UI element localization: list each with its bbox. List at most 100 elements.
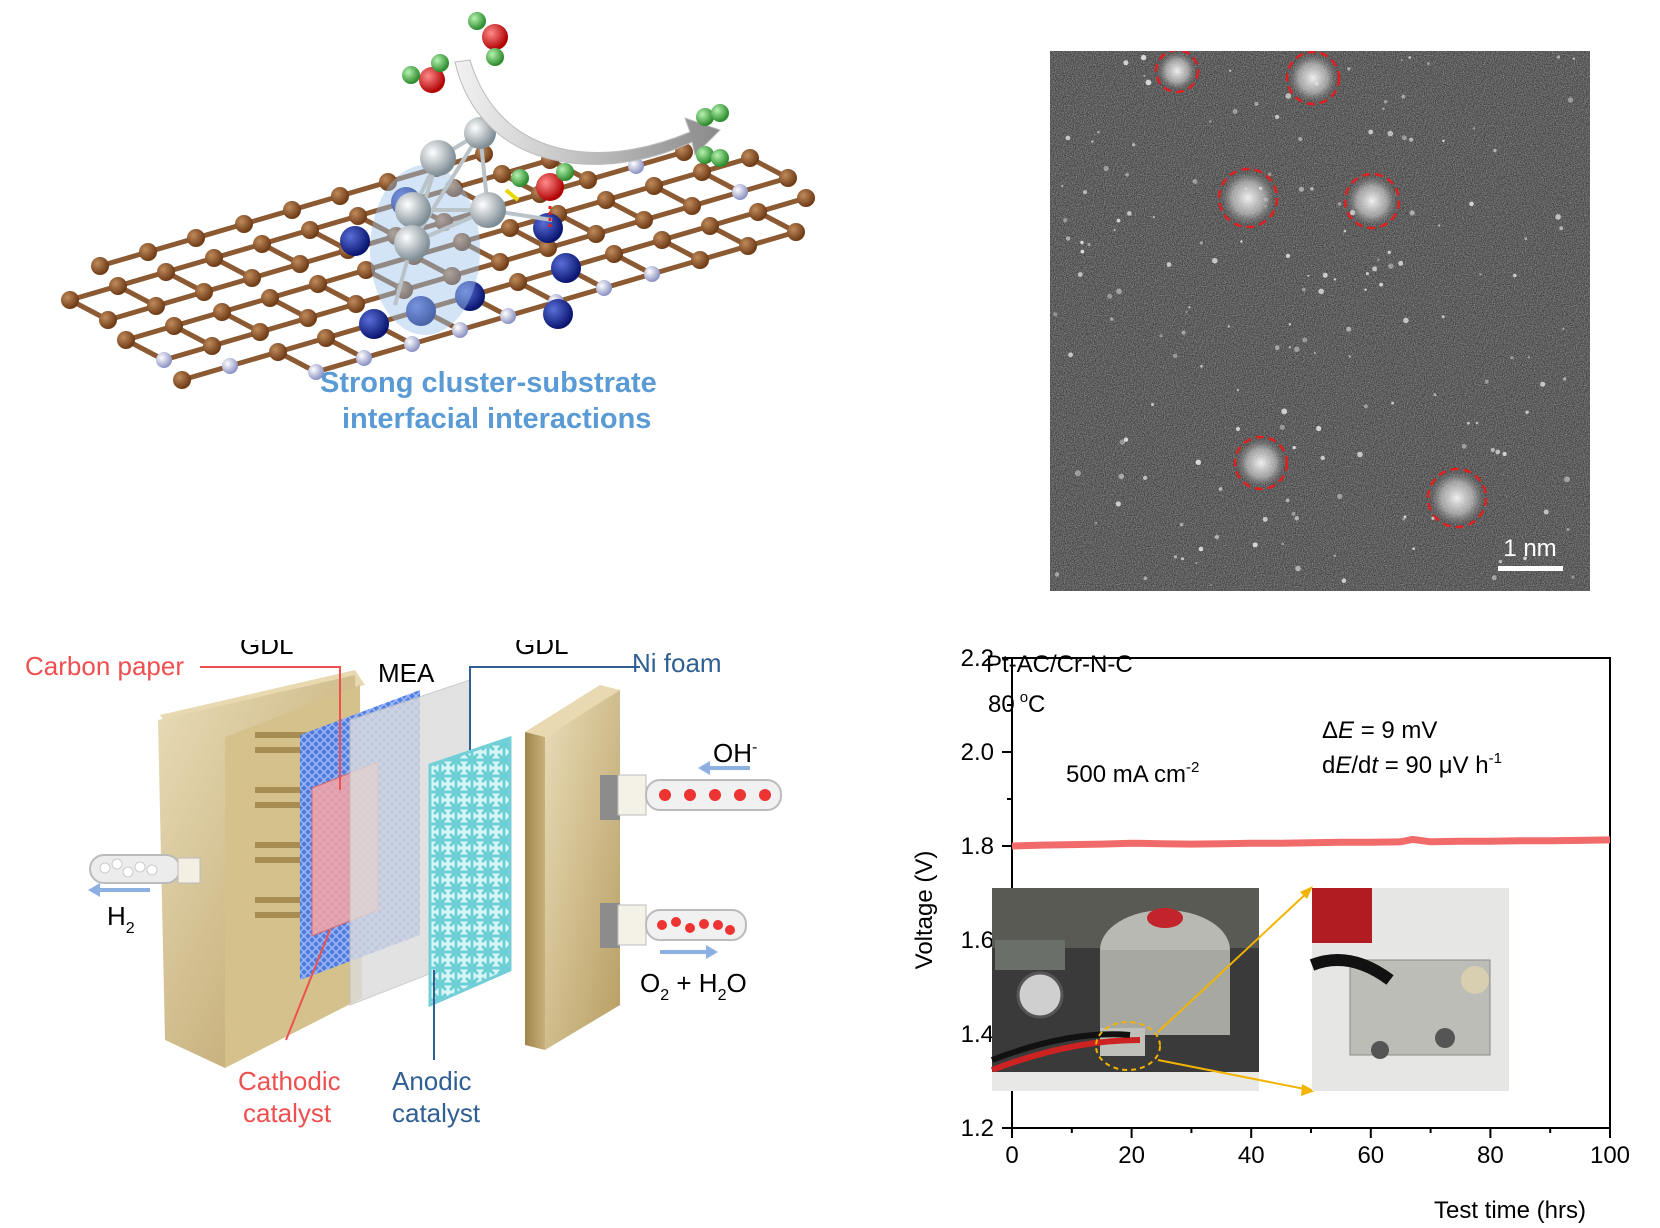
- atom-dot: [1229, 69, 1232, 72]
- atom: [156, 352, 172, 368]
- atom-dot: [1080, 240, 1084, 245]
- setup-photo: [990, 888, 1259, 1091]
- atom-dot: [1337, 202, 1342, 206]
- atom-dot: [1302, 337, 1308, 343]
- atom-dot: [1513, 273, 1517, 278]
- atom-dot: [1409, 210, 1415, 216]
- atom: [109, 277, 127, 295]
- atom-dot: [1479, 273, 1482, 276]
- atom-dot: [1054, 572, 1060, 577]
- atom: [357, 261, 375, 279]
- atom-dot: [1097, 130, 1100, 134]
- atom-dot: [1212, 257, 1218, 264]
- atom-dot: [1318, 288, 1324, 295]
- anodic-label-2: catalyst: [392, 1098, 481, 1128]
- atom-dot: [1484, 379, 1489, 384]
- atom-dot: [1123, 60, 1129, 66]
- atom: [732, 184, 748, 200]
- atom: [147, 297, 165, 315]
- cathodic-label-2: catalyst: [243, 1098, 332, 1128]
- atom: [359, 309, 389, 339]
- atom-dot: [1313, 352, 1317, 355]
- atom: [291, 255, 309, 273]
- atom-dot: [1274, 345, 1280, 351]
- atom-dot: [1372, 266, 1378, 272]
- atom-dot: [1252, 542, 1258, 548]
- atom-dot: [1145, 79, 1152, 86]
- atom: [683, 197, 701, 215]
- atom: [331, 187, 349, 205]
- atom-dot: [1524, 237, 1528, 241]
- atom-dot: [1387, 130, 1394, 137]
- atom: [157, 263, 175, 281]
- atom-dot: [1285, 253, 1291, 258]
- atom-dot: [1172, 353, 1178, 358]
- h2-outlet-tube: [89, 854, 201, 884]
- x-tick-label: 80: [1477, 1142, 1504, 1169]
- right-end-plate: [525, 685, 620, 1050]
- cluster-circle: [1233, 435, 1289, 491]
- atom-dot: [1333, 554, 1337, 557]
- atom-dot: [1240, 240, 1243, 243]
- atom: [539, 239, 557, 257]
- atom: [165, 317, 183, 335]
- atom-dot: [1493, 148, 1497, 153]
- x-axis-label: Test time (hrs): [1434, 1197, 1586, 1224]
- x-tick-label: 0: [1005, 1142, 1018, 1169]
- stem-canvas: 1 nm: [1050, 48, 1590, 591]
- atom-dot: [1188, 306, 1191, 309]
- atom-dot: [1143, 74, 1146, 77]
- atom: [605, 245, 623, 263]
- atom-dot: [1409, 137, 1414, 142]
- atom-dot: [1143, 576, 1148, 581]
- atom: [317, 329, 335, 347]
- atom-dot: [1262, 516, 1268, 522]
- atom-dot: [1401, 135, 1407, 141]
- atom-dot: [1320, 455, 1325, 461]
- atom-dot: [1562, 327, 1565, 330]
- atom: [779, 169, 797, 187]
- atom-dot: [1382, 107, 1385, 110]
- atom-dot: [1567, 97, 1574, 103]
- reaction-arrow: [454, 59, 721, 165]
- atom: [452, 322, 468, 338]
- atom: [301, 221, 319, 239]
- atom-dot: [1198, 546, 1204, 552]
- atom: [443, 267, 461, 285]
- atom: [797, 189, 815, 207]
- atom-dot: [1087, 243, 1091, 246]
- oh-label: OH-: [713, 738, 757, 768]
- y-tick-label: 1.8: [961, 833, 994, 860]
- atom-dot: [1502, 451, 1507, 457]
- stability-chart: 0 20 40 60 80 100 1.2 1.4 1.6 1.8 2.0 2.2 Test time…: [911, 645, 1630, 1224]
- oh-inlet-tube: [600, 774, 782, 820]
- atom-dot: [1401, 94, 1406, 99]
- atom: [253, 235, 271, 253]
- atom-dot: [1441, 315, 1445, 319]
- atom-dot: [1400, 59, 1403, 62]
- atom-dot: [1140, 54, 1147, 61]
- atom-dot: [1115, 501, 1121, 507]
- o2-outlet-tube: [600, 903, 747, 948]
- atom: [203, 337, 221, 355]
- atom: [500, 308, 516, 324]
- atom-dot: [1210, 584, 1213, 587]
- atom-dot: [1199, 241, 1203, 245]
- atom-dot: [1365, 272, 1369, 276]
- atom: [543, 299, 573, 329]
- atom: [356, 350, 372, 366]
- atom: [308, 364, 324, 380]
- atom-dot: [1094, 521, 1098, 525]
- atom-dot: [1543, 509, 1549, 515]
- atom-dot: [1563, 377, 1567, 381]
- atom: [61, 291, 79, 309]
- atom-dot: [1495, 449, 1501, 455]
- atom-dot: [1510, 356, 1514, 360]
- gdl-right-label: GDL: [515, 640, 568, 660]
- atom: [347, 295, 365, 313]
- atom-dot: [1060, 184, 1064, 188]
- atom-dot: [1527, 356, 1531, 359]
- atom-dot: [1236, 388, 1240, 392]
- atom-dot: [1295, 565, 1301, 572]
- atom-dot: [1159, 334, 1163, 338]
